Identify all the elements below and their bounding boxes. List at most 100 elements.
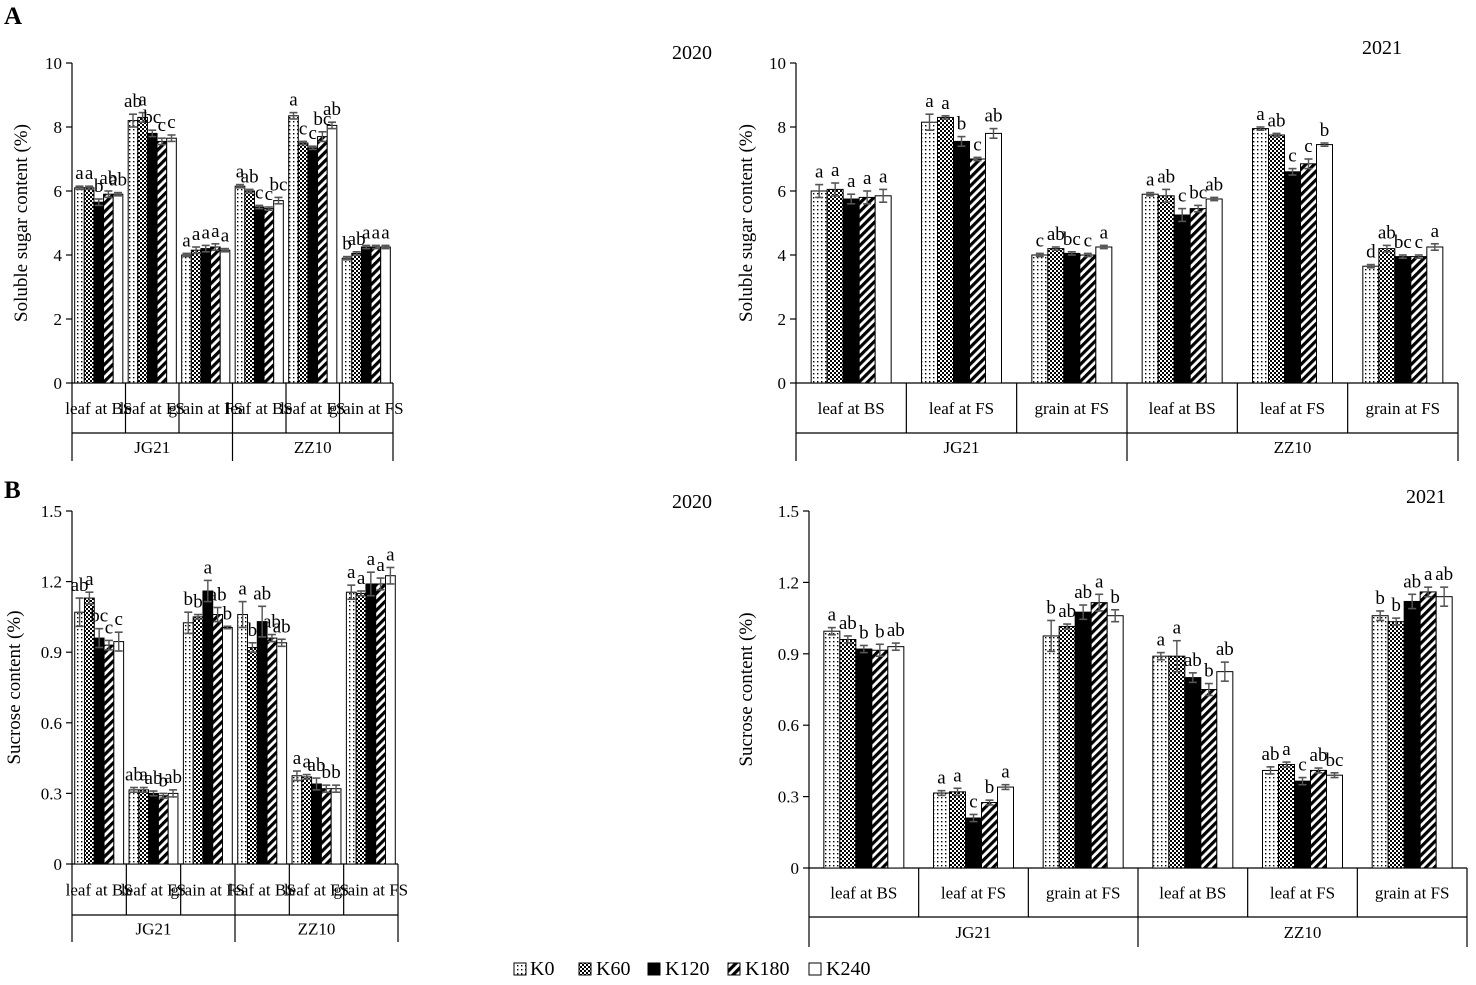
- panel-label-b: B: [4, 477, 21, 504]
- bar-k120: [93, 637, 105, 865]
- bar-k60: [1058, 625, 1076, 869]
- significance-letter: b: [859, 622, 869, 643]
- bar-k240: [985, 132, 1002, 384]
- significance-letter: bc: [143, 107, 161, 128]
- significance-letter: a: [367, 549, 376, 570]
- y-tick-label: 1.5: [41, 502, 62, 521]
- group-label: ZZ10: [1284, 923, 1322, 942]
- chart-sucrose-2020: 0 0.3 0.6 0.9 1.2 1.5 Sucrose content (%) 2020 l…: [4, 491, 712, 942]
- bar-k120: [1403, 600, 1421, 869]
- significance-letter: ab: [1047, 224, 1065, 245]
- significance-letter: a: [941, 93, 950, 114]
- bar-k240: [874, 195, 892, 384]
- significance-letter: b: [193, 592, 203, 613]
- bar-k180: [320, 788, 332, 865]
- significance-letter: c: [1178, 186, 1186, 207]
- bar-k240: [112, 193, 124, 384]
- bar-k60: [1047, 248, 1065, 384]
- chart-soluble-sugar-2021: 0 2 4 6 8 10 Soluble sugar content (%) 2021 leaf…: [736, 37, 1459, 461]
- y-tick-label: 6: [54, 182, 63, 201]
- y-tick-label: 0.6: [778, 716, 799, 735]
- significance-letter: b: [159, 770, 169, 791]
- significance-letter: a: [815, 162, 824, 183]
- bar-k240: [167, 792, 179, 865]
- bar-k180: [871, 649, 889, 869]
- significance-letter: ab: [1205, 174, 1223, 195]
- significance-letter: ab: [241, 166, 259, 187]
- significance-letter: ab: [1184, 650, 1202, 671]
- significance-letter: c: [1288, 146, 1296, 167]
- bar-k240: [326, 124, 338, 384]
- category-label: grain at FS: [1366, 399, 1441, 418]
- significance-letter: a: [204, 557, 213, 578]
- bar-k120: [253, 206, 265, 384]
- bar-k240: [1106, 615, 1124, 869]
- bar-k120: [855, 648, 873, 869]
- bar-k60: [83, 597, 95, 865]
- bar-k120: [202, 590, 214, 865]
- significance-letter: ab: [71, 575, 89, 596]
- bar-k60: [1278, 763, 1295, 869]
- significance-letter: a: [1001, 762, 1010, 783]
- significance-letter: a: [376, 555, 385, 576]
- significance-letter: b: [342, 234, 352, 255]
- significance-letter: a: [831, 160, 840, 181]
- bar-k180: [317, 136, 328, 384]
- significance-letter: c: [255, 182, 263, 203]
- significance-letter: a: [357, 568, 366, 589]
- category-label: grain at FS: [1375, 884, 1450, 903]
- bar-k120: [307, 147, 319, 384]
- bar-k180: [1410, 256, 1428, 384]
- bar-k60: [1387, 621, 1405, 869]
- bar-k120: [148, 792, 159, 865]
- significance-letter: ab: [1403, 571, 1421, 592]
- bar-k180: [1200, 689, 1218, 869]
- bar-k180: [156, 140, 168, 384]
- significance-letter: ab: [99, 168, 117, 189]
- significance-letter: bc: [270, 174, 288, 195]
- category-label: leaf at BS: [1149, 399, 1216, 418]
- significance-letter: c: [1298, 755, 1306, 776]
- significance-letter: a: [1282, 739, 1291, 760]
- significance-letter: b: [1110, 587, 1120, 608]
- bar-k0: [1042, 635, 1060, 869]
- significance-letter: b: [1391, 595, 1401, 616]
- bar-k120: [1173, 214, 1191, 384]
- significance-letter: ab: [1058, 601, 1076, 622]
- significance-letter: a: [1095, 571, 1104, 592]
- group-label: ZZ10: [1274, 438, 1312, 457]
- significance-letter: bc: [313, 109, 331, 130]
- bar-k0: [288, 115, 299, 384]
- significance-letter: c: [265, 184, 273, 205]
- bar-k180: [370, 246, 382, 384]
- significance-letter: ab: [1435, 564, 1453, 585]
- bar-k180: [858, 196, 876, 384]
- chart-sucrose-2021: 0 0.3 0.6 0.9 1.2 1.5 Sucrose content (%) 2021 l…: [736, 486, 1468, 947]
- bar-k240: [1216, 671, 1234, 869]
- y-tick-label: 0.9: [41, 643, 62, 662]
- bar-k0: [1252, 128, 1269, 384]
- category-label: leaf at BS: [66, 881, 133, 900]
- bar-k180: [157, 795, 169, 865]
- bar-k240: [1435, 596, 1453, 869]
- significance-letter: a: [1431, 221, 1440, 242]
- year-label: 2020: [672, 42, 712, 64]
- bar-k0: [345, 591, 357, 865]
- category-label: leaf at BS: [226, 399, 293, 418]
- significance-letter: c: [1304, 136, 1312, 157]
- significance-letter: a: [303, 752, 312, 773]
- y-tick-label: 0.3: [41, 784, 62, 803]
- bar-k240: [276, 642, 288, 865]
- category-label: grain at FS: [1046, 884, 1121, 903]
- category-label: grain at FS: [1035, 399, 1110, 418]
- significance-letter: c: [1036, 230, 1044, 251]
- bar-k240: [1095, 246, 1113, 384]
- bar-k0: [921, 121, 938, 384]
- bar-k180: [1300, 163, 1317, 384]
- significance-letter: a: [202, 222, 211, 243]
- y-tick-label: 2: [778, 310, 787, 329]
- legend-item-k180: K180: [727, 958, 789, 980]
- bar-k180: [1419, 591, 1437, 869]
- category-label: leaf at FS: [284, 881, 349, 900]
